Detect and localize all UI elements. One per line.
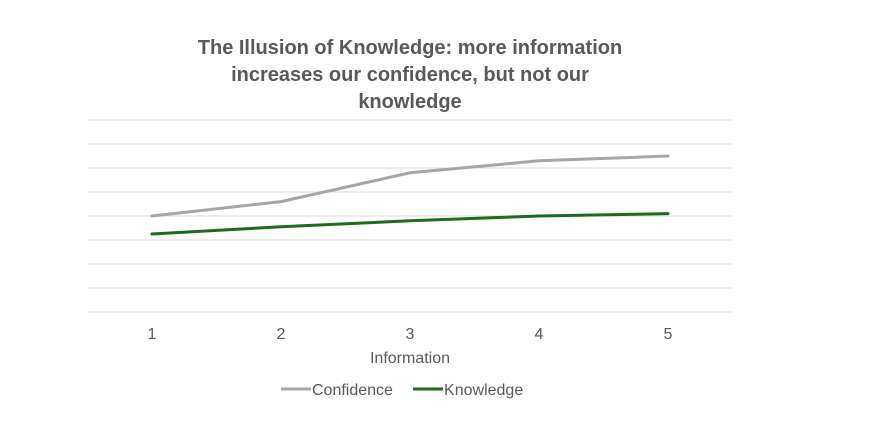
- legend-label-confidence: Confidence: [312, 382, 393, 399]
- gridlines: [88, 119, 733, 313]
- series-line-knowledge: [150, 212, 670, 236]
- legend-label-knowledge: Knowledge: [444, 382, 523, 399]
- chart-title: The Illusion of Knowledge: more informat…: [198, 37, 622, 113]
- series-line-confidence: [150, 154, 670, 218]
- x-tick-label: 4: [535, 326, 544, 343]
- x-tick-label: 5: [664, 326, 673, 343]
- x-tick-label: 3: [406, 326, 415, 343]
- x-axis-tick-labels: 1 2 3 4 5: [148, 326, 673, 343]
- chart-title-line: knowledge: [358, 91, 461, 113]
- x-tick-label: 2: [277, 326, 286, 343]
- series-lines: [150, 154, 670, 236]
- x-tick-label: 1: [148, 326, 157, 343]
- legend: Confidence Knowledge: [281, 382, 523, 399]
- x-axis-title: Information: [370, 350, 450, 367]
- chart-title-line: The Illusion of Knowledge: more informat…: [198, 37, 622, 59]
- chart-title-line: increases our confidence, but not our: [231, 64, 589, 86]
